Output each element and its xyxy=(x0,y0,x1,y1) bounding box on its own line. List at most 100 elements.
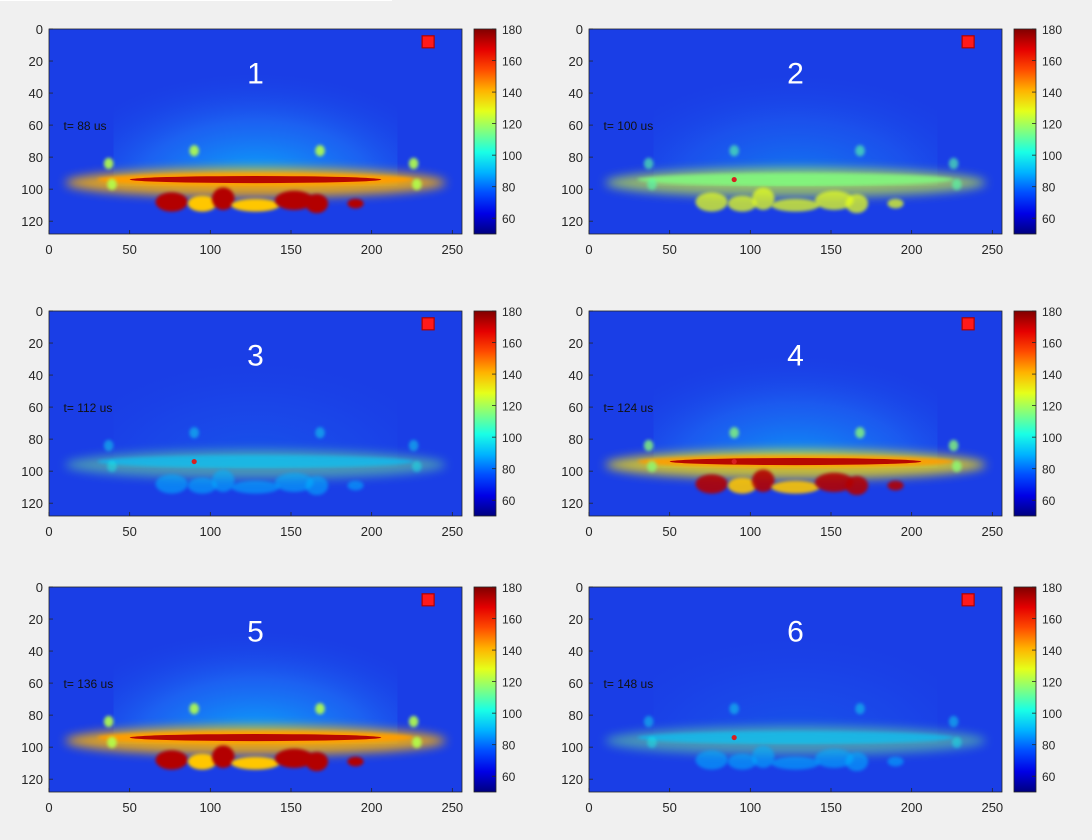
field-arc-core xyxy=(129,734,382,742)
colorbar-tick-label: 80 xyxy=(1042,181,1056,195)
field-side-spot xyxy=(107,736,117,748)
colorbar-tick-label: 120 xyxy=(1042,676,1062,690)
colorbar-tick-label: 160 xyxy=(1042,613,1062,627)
time-label: t= 88 us xyxy=(64,119,107,133)
marker-point xyxy=(191,458,197,465)
heatmap-panel-4: 4 t= 124 us 0 50 100 150 200 250 0 20 40 60 80 100 120… xyxy=(561,304,1062,539)
y-tick-label: 0 xyxy=(36,304,43,319)
marker-square xyxy=(421,317,435,331)
colorbar-tick-label: 180 xyxy=(502,305,522,319)
colorbar-tick-label: 120 xyxy=(1042,400,1062,414)
y-tick-label: 20 xyxy=(569,612,583,627)
field-side-spot xyxy=(315,703,325,715)
y-tick-label: 40 xyxy=(29,86,43,101)
field-blob xyxy=(695,192,728,212)
field-blob xyxy=(347,198,364,209)
marker-square xyxy=(961,317,975,331)
top-divider xyxy=(0,0,392,1)
field-side-spot xyxy=(855,145,865,157)
field-side-spot xyxy=(189,427,200,439)
x-tick-label: 150 xyxy=(820,242,842,257)
y-tick-label: 60 xyxy=(569,676,583,691)
field-blob xyxy=(771,480,820,494)
x-tick-label: 150 xyxy=(280,524,302,539)
field-blob xyxy=(887,756,904,767)
colorbar-tick-label: 140 xyxy=(502,644,522,658)
field-side-spot xyxy=(411,736,422,748)
field-blob xyxy=(845,751,869,772)
colorbar-tick-label: 160 xyxy=(502,55,522,69)
x-tick-label: 50 xyxy=(662,800,676,815)
field-blob xyxy=(305,475,329,496)
y-tick-label: 0 xyxy=(576,22,583,37)
y-tick-label: 20 xyxy=(569,54,583,69)
y-tick-label: 0 xyxy=(576,304,583,319)
colorbar-tick-label: 140 xyxy=(1042,368,1062,382)
y-tick-label: 120 xyxy=(561,772,583,787)
colorbar-tick-label: 140 xyxy=(502,368,522,382)
plot-frame xyxy=(588,310,1003,517)
x-tick-label: 50 xyxy=(122,800,136,815)
colorbar-tick-label: 180 xyxy=(502,23,522,37)
colorbar-tick-label: 60 xyxy=(1042,212,1056,226)
colorbar-tick-label: 140 xyxy=(502,86,522,100)
field-blob xyxy=(231,480,280,494)
field-blob xyxy=(211,469,235,492)
field-side-spot xyxy=(643,715,654,728)
marker-square xyxy=(961,593,975,607)
y-tick-label: 60 xyxy=(569,400,583,415)
field-side-spot xyxy=(855,427,865,439)
panel-number-label: 1 xyxy=(247,57,264,90)
field-blob xyxy=(814,748,854,768)
colorbar-tick-label: 80 xyxy=(502,463,516,477)
y-tick-label: 80 xyxy=(569,432,583,447)
field-blob xyxy=(695,474,728,494)
x-tick-label: 250 xyxy=(441,242,463,257)
time-label: t= 148 us xyxy=(604,677,654,691)
y-tick-label: 120 xyxy=(561,214,583,229)
field-blob xyxy=(751,745,775,768)
colorbar-tick-label: 140 xyxy=(1042,644,1062,658)
field-side-spot xyxy=(103,157,114,170)
field-plume xyxy=(113,29,398,186)
colorbar xyxy=(473,310,497,517)
field-side-spot xyxy=(643,439,654,452)
heatmap-field xyxy=(589,311,1002,516)
field-arc xyxy=(97,455,414,468)
field-side-spot xyxy=(315,145,325,157)
x-tick-label: 100 xyxy=(739,242,761,257)
field-side-spot xyxy=(951,178,962,190)
y-tick-label: 40 xyxy=(569,644,583,659)
y-tick-label: 80 xyxy=(569,150,583,165)
x-tick-label: 150 xyxy=(820,524,842,539)
y-tick-label: 40 xyxy=(29,644,43,659)
y-tick-label: 20 xyxy=(29,336,43,351)
colorbar xyxy=(473,586,497,793)
x-tick-label: 0 xyxy=(45,524,52,539)
time-label: t= 136 us xyxy=(64,677,114,691)
colorbar-tick-label: 160 xyxy=(502,337,522,351)
colorbar-tick-label: 180 xyxy=(502,581,522,595)
y-tick-label: 40 xyxy=(569,368,583,383)
y-tick-label: 100 xyxy=(561,182,583,197)
colorbar-tick-label: 60 xyxy=(1042,494,1056,508)
y-tick-label: 60 xyxy=(29,676,43,691)
y-tick-label: 0 xyxy=(36,580,43,595)
y-tick-label: 100 xyxy=(21,464,43,479)
field-arc xyxy=(637,731,954,744)
field-blob xyxy=(695,750,728,770)
y-tick-label: 80 xyxy=(29,150,43,165)
y-tick-label: 20 xyxy=(569,336,583,351)
colorbar-tick-label: 60 xyxy=(1042,770,1056,784)
field-blob xyxy=(727,477,757,494)
x-tick-label: 250 xyxy=(441,524,463,539)
colorbar-tick-label: 180 xyxy=(1042,23,1062,37)
y-tick-label: 100 xyxy=(561,740,583,755)
y-tick-label: 40 xyxy=(29,368,43,383)
y-tick-label: 60 xyxy=(569,118,583,133)
field-plume xyxy=(113,311,398,468)
field-plume xyxy=(113,587,398,744)
colorbar-tick-label: 80 xyxy=(502,181,516,195)
panel-number-label: 3 xyxy=(247,339,264,372)
x-tick-label: 50 xyxy=(122,524,136,539)
